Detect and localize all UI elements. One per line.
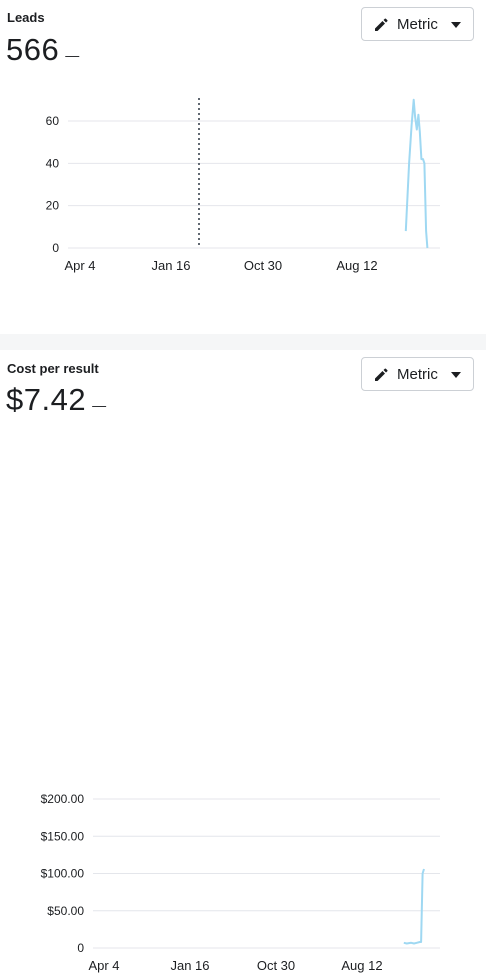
y-tick-label: $50.00 [47,904,84,918]
section-divider [0,334,486,350]
metric-button[interactable]: Metric [361,7,474,41]
y-tick-label: 0 [77,941,84,955]
leads-total: 566 — [6,32,80,68]
cost-per-result-card: Cost per result $7.42 — Metric 0 $50.00 $10… [0,350,486,973]
y-tick-label: $100.00 [41,867,85,881]
x-tick-label: Apr 4 [64,258,95,273]
caret-down-icon [451,22,461,28]
cost-per-result-chart: 0 $50.00 $100.00 $150.00 $200.00 Apr 4 Jan 16 O… [41,792,440,973]
cost-per-result-value: $7.42 [6,382,87,417]
leads-value: 566 [6,32,60,67]
leads-chart: 0 20 40 60 Apr 4 Jan 16 Oct 30 Aug 12 [46,98,440,273]
trend-indicator: — [65,47,80,63]
leads-card: Leads 566 — Metric 0 20 40 60 Apr 4 Jan 16 Oct … [0,0,486,334]
x-tick-label: Jan 16 [170,958,209,973]
metric-button-label: Metric [397,366,438,383]
cost-per-result-total: $7.42 — [6,382,107,418]
pencil-icon [375,18,388,31]
series-line [404,98,429,249]
trend-indicator: — [92,397,107,413]
x-tick-label: Aug 12 [341,958,382,973]
x-tick-label: Oct 30 [257,958,295,973]
card-title: Leads [7,10,45,25]
metric-button-label: Metric [397,16,438,33]
series-line [403,868,425,945]
card-title: Cost per result [7,361,99,376]
pencil-icon [375,368,388,381]
x-tick-label: Oct 30 [244,258,282,273]
y-tick-label: 0 [52,241,59,255]
x-tick-label: Apr 4 [88,958,119,973]
y-tick-label: 60 [46,114,60,128]
caret-down-icon [451,372,461,378]
y-tick-label: 40 [46,156,60,170]
x-tick-label: Jan 16 [151,258,190,273]
y-tick-label: $150.00 [41,829,85,843]
metric-button[interactable]: Metric [361,357,474,391]
y-tick-label: 20 [46,199,60,213]
y-tick-label: $200.00 [41,792,85,806]
x-tick-label: Aug 12 [336,258,377,273]
